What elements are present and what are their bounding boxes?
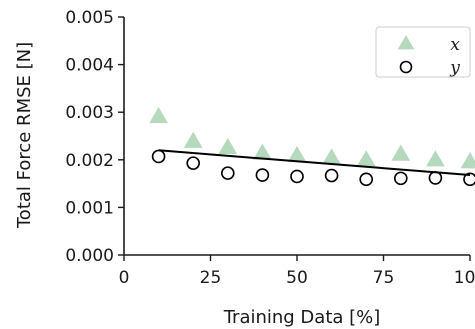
data-point-x — [287, 145, 307, 163]
data-point-y — [428, 171, 443, 185]
legend-marker-x — [397, 35, 415, 50]
data-point-x — [183, 131, 203, 148]
x-tick-label: 75 — [373, 268, 395, 288]
legend: xy — [375, 26, 471, 78]
x-tick-label: 25 — [200, 268, 222, 288]
data-point-y — [221, 166, 235, 180]
data-point-y — [186, 156, 200, 170]
data-point-y — [463, 172, 475, 187]
y-tick-label: 0.004 — [65, 56, 114, 76]
legend-marker-y — [399, 60, 413, 74]
data-point-x — [322, 148, 341, 165]
data-marks — [149, 106, 475, 187]
y-tick-label: 0.002 — [65, 151, 114, 171]
data-point-x — [391, 144, 411, 161]
data-point-y — [324, 168, 339, 183]
x-tick-label: 100 — [454, 268, 475, 288]
data-point-x — [426, 150, 445, 167]
y-tick-label: 0.003 — [65, 103, 114, 123]
y-tick-label: 0.001 — [65, 198, 114, 218]
x-axis-title: Training Data [%] — [223, 307, 381, 328]
data-point-y — [359, 172, 374, 187]
y-axis-title: Total Force RMSE [N] — [14, 42, 35, 229]
trend-line — [158, 149, 471, 177]
x-tick-label: 0 — [119, 268, 130, 288]
x-tick-label: 50 — [286, 268, 308, 288]
data-point-y — [151, 149, 166, 164]
data-point-y — [393, 171, 408, 186]
y-tick-label: 0.005 — [65, 8, 114, 28]
legend-label-x: x — [450, 35, 460, 55]
y-axis-ticks: 0.000 0.001 0.002 0.003 0.004 0.005 — [65, 8, 124, 266]
x-axis-ticks: 0 25 50 75 100 — [119, 255, 475, 288]
data-point-x — [149, 106, 168, 124]
data-point-y — [290, 169, 304, 184]
data-point-x — [460, 152, 475, 169]
data-point-x — [218, 137, 238, 155]
data-point-y — [255, 168, 270, 182]
y-tick-label: 0.000 — [65, 246, 114, 266]
data-point-x — [253, 143, 272, 160]
legend-label-y: y — [449, 58, 460, 78]
data-point-x — [356, 150, 376, 167]
legend-box — [375, 26, 471, 78]
